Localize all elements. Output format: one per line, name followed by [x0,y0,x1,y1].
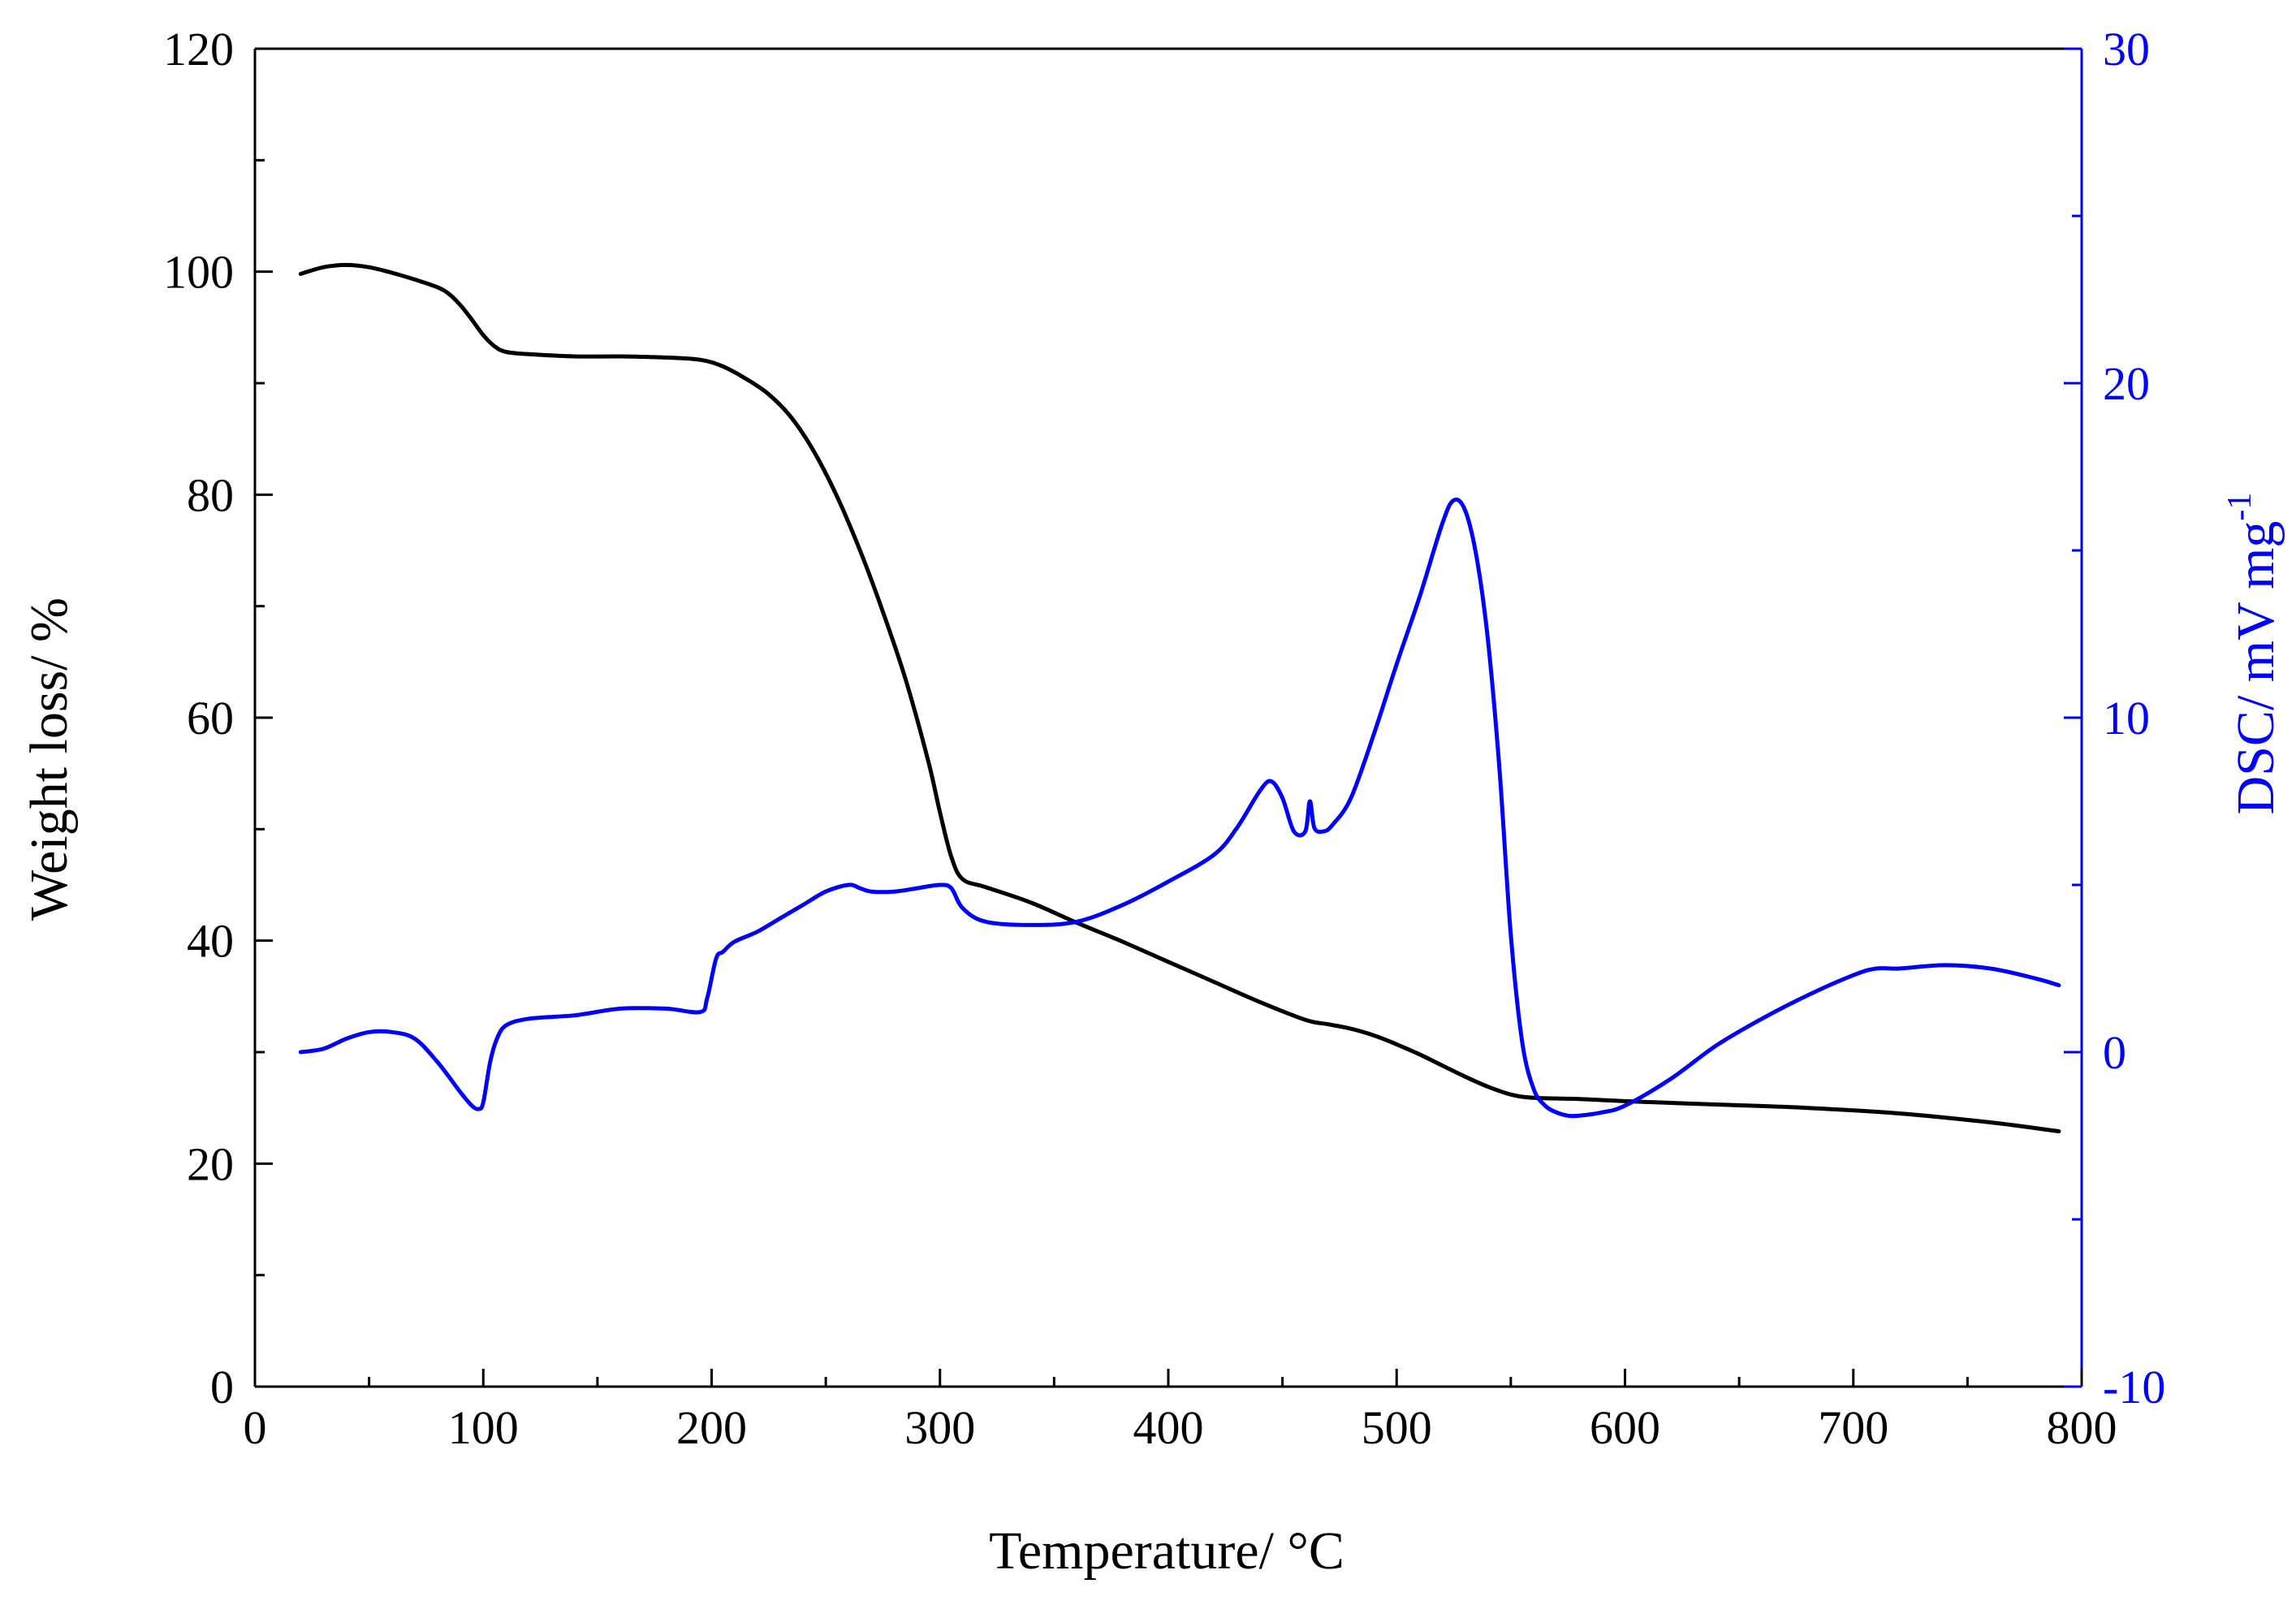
x-tick-label: 600 [1590,1401,1660,1454]
y-tick-label: 40 [187,915,234,968]
labels-layer: Temperature/ °C Weight loss/ % DSC/ mV m… [19,493,2285,1581]
y2-tick-label: 0 [2103,1026,2126,1079]
y2-axis-title-superscript: -1 [2221,493,2259,521]
y-tick-label: 20 [187,1137,234,1190]
axes-layer: 0 100 200 300 400 500 600 700 800020406080100120… [163,23,2165,1454]
y2-axis-title: DSC/ mV mg-1 [2221,493,2285,815]
x-tick-label: 400 [1133,1401,1204,1454]
x-tick-label: 700 [1818,1401,1888,1454]
x-tick-label: 300 [904,1401,975,1454]
series-layer [298,262,2061,1133]
y-tick-label: 60 [187,692,234,744]
x-tick-label: 200 [676,1401,747,1454]
x-tick-label: 500 [1362,1401,1432,1454]
y-tick-label: 100 [163,246,234,299]
dsc-series-line [298,497,2061,1119]
y-tick-label: 0 [210,1361,234,1413]
y-axis-title: Weight loss/ % [19,598,79,921]
y-tick-label: 80 [187,468,234,521]
x-tick-label: 800 [2047,1401,2117,1454]
weight-loss-series-line [298,262,2061,1133]
y2-tick-label: 10 [2103,692,2150,744]
y2-tick-label: 30 [2103,23,2150,76]
x-tick-label: 0 [244,1401,267,1454]
x-axis-title: Temperature/ °C [989,1521,1344,1581]
y2-axis-title-main: DSC/ mV mg [2226,521,2285,815]
y2-tick-label: -10 [2103,1361,2165,1413]
x-tick-label: 100 [448,1401,519,1454]
y-tick-label: 120 [163,23,234,76]
y2-tick-label: 20 [2103,357,2150,410]
